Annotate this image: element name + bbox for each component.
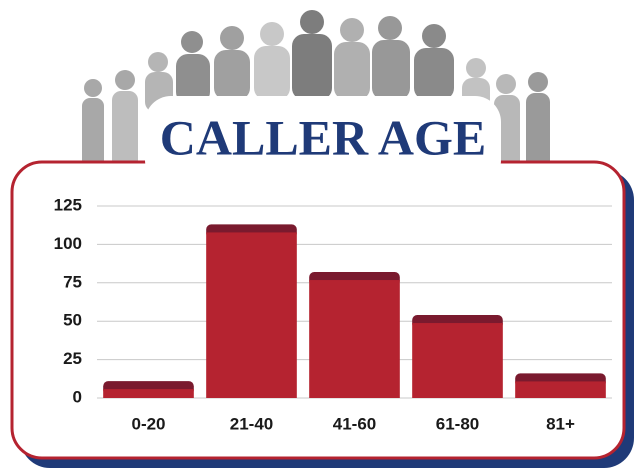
x-tick-label: 21-40	[230, 414, 273, 433]
bar-body	[309, 280, 400, 398]
bar	[309, 272, 400, 398]
bar-body	[103, 389, 194, 398]
y-tick-label: 75	[63, 272, 82, 291]
y-tick-label: 125	[54, 195, 82, 214]
chart-title: CALLER AGE	[160, 109, 486, 165]
bar	[206, 224, 297, 398]
silhouettes	[82, 10, 550, 177]
bar	[515, 373, 606, 398]
bar	[412, 315, 503, 398]
x-tick-label: 41-60	[333, 414, 376, 433]
x-tick-label: 0-20	[131, 414, 165, 433]
y-tick-label: 50	[63, 311, 82, 330]
bar-body	[412, 323, 503, 398]
x-tick-label: 81+	[546, 414, 575, 433]
bar-body	[206, 232, 297, 398]
y-tick-label: 25	[63, 349, 82, 368]
x-tick-label: 61-80	[436, 414, 479, 433]
y-tick-label: 100	[54, 234, 82, 253]
bar	[103, 381, 194, 398]
bar-body	[515, 381, 606, 398]
title-box	[145, 96, 501, 186]
y-tick-label: 0	[73, 387, 82, 406]
